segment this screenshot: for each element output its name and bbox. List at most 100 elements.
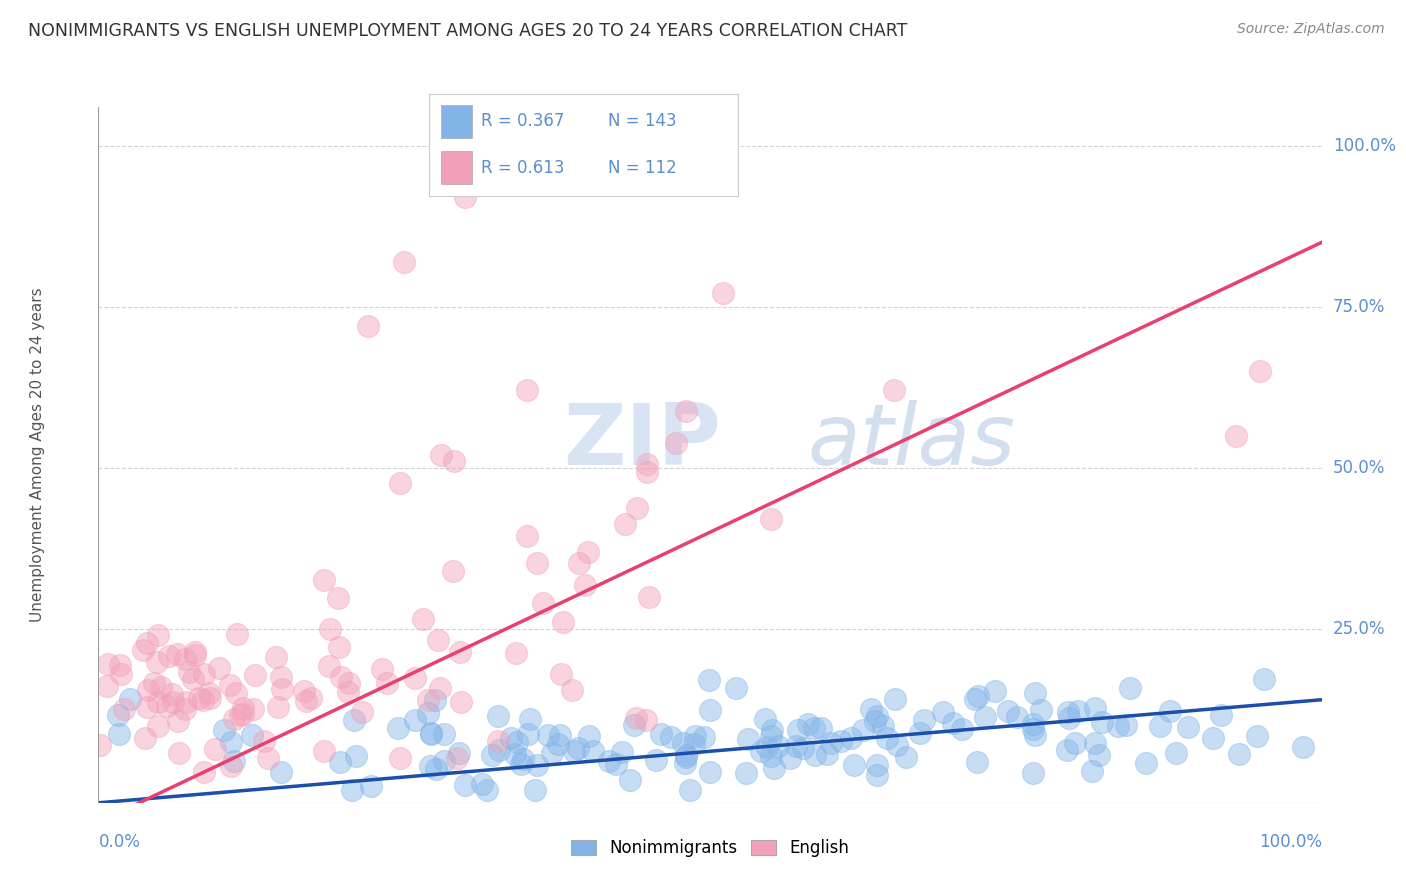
Point — [134, 731, 156, 745]
Point — [443, 454, 465, 468]
Point — [243, 667, 266, 681]
Point — [830, 734, 852, 748]
Point — [371, 662, 394, 676]
Point — [412, 612, 434, 626]
Point — [204, 742, 226, 756]
Point — [232, 700, 254, 714]
Point — [1166, 747, 1188, 761]
Point — [197, 686, 219, 700]
Point — [852, 723, 875, 737]
Point — [737, 731, 759, 746]
Point — [136, 635, 159, 649]
Point — [450, 695, 472, 709]
Point — [699, 703, 721, 717]
Point — [430, 448, 453, 462]
Point — [225, 686, 247, 700]
Point — [343, 713, 366, 727]
Point — [1246, 729, 1268, 743]
Point — [537, 728, 560, 742]
Text: NONIMMIGRANTS VS ENGLISH UNEMPLOYMENT AMONG AGES 20 TO 24 YEARS CORRELATION CHAR: NONIMMIGRANTS VS ENGLISH UNEMPLOYMENT AM… — [28, 22, 907, 40]
Point — [966, 756, 988, 770]
Point — [89, 739, 111, 753]
Point — [842, 757, 865, 772]
Point — [404, 671, 426, 685]
Point — [509, 756, 531, 771]
Point — [501, 731, 523, 745]
Point — [264, 649, 287, 664]
Point — [626, 500, 648, 515]
Point — [785, 739, 807, 753]
Point — [574, 578, 596, 592]
Point — [433, 727, 456, 741]
Point — [1024, 686, 1046, 700]
Point — [326, 591, 349, 605]
Point — [454, 778, 477, 792]
Point — [562, 744, 585, 758]
Point — [810, 721, 832, 735]
Point — [561, 683, 583, 698]
Point — [637, 590, 661, 604]
Point — [683, 729, 706, 743]
Point — [1115, 718, 1137, 732]
Point — [339, 676, 361, 690]
Point — [132, 643, 155, 657]
Point — [932, 706, 955, 720]
Point — [404, 713, 426, 727]
Point — [97, 657, 120, 672]
FancyBboxPatch shape — [441, 105, 472, 137]
Point — [683, 737, 706, 751]
Point — [605, 757, 627, 772]
Point — [942, 715, 965, 730]
Point — [136, 682, 159, 697]
Point — [446, 750, 468, 764]
Point — [350, 705, 373, 719]
Text: 25.0%: 25.0% — [1333, 620, 1385, 638]
Point — [531, 596, 554, 610]
Point — [519, 712, 541, 726]
Point — [419, 726, 441, 740]
Point — [150, 680, 173, 694]
Point — [257, 750, 280, 764]
Text: 75.0%: 75.0% — [1333, 298, 1385, 316]
Point — [797, 716, 820, 731]
Point — [725, 681, 748, 695]
Point — [1021, 716, 1043, 731]
Point — [110, 657, 132, 672]
Point — [184, 644, 207, 658]
Point — [181, 672, 204, 686]
Point — [146, 695, 169, 709]
Point — [761, 729, 783, 743]
Point — [486, 734, 509, 748]
Point — [198, 690, 221, 705]
Point — [481, 748, 503, 763]
Point — [471, 777, 494, 791]
Point — [314, 573, 336, 587]
Point — [136, 699, 159, 714]
Point — [142, 676, 165, 690]
Point — [1202, 731, 1225, 745]
Point — [984, 683, 1007, 698]
Point — [512, 752, 534, 766]
Point — [540, 746, 562, 760]
Point — [166, 648, 188, 662]
Point — [523, 783, 546, 797]
Point — [1292, 740, 1315, 755]
Point — [441, 564, 464, 578]
Point — [859, 702, 882, 716]
Point — [423, 693, 446, 707]
Point — [505, 646, 527, 660]
Point — [114, 702, 136, 716]
Point — [318, 659, 340, 673]
Point — [162, 695, 184, 709]
Point — [1149, 719, 1171, 733]
Point — [779, 751, 801, 765]
Point — [803, 721, 825, 735]
Point — [645, 753, 668, 767]
Point — [160, 687, 183, 701]
Point — [1056, 743, 1078, 757]
Point — [1057, 710, 1080, 724]
Point — [193, 765, 215, 780]
Point — [146, 655, 169, 669]
Point — [429, 681, 451, 696]
Point — [212, 723, 235, 737]
